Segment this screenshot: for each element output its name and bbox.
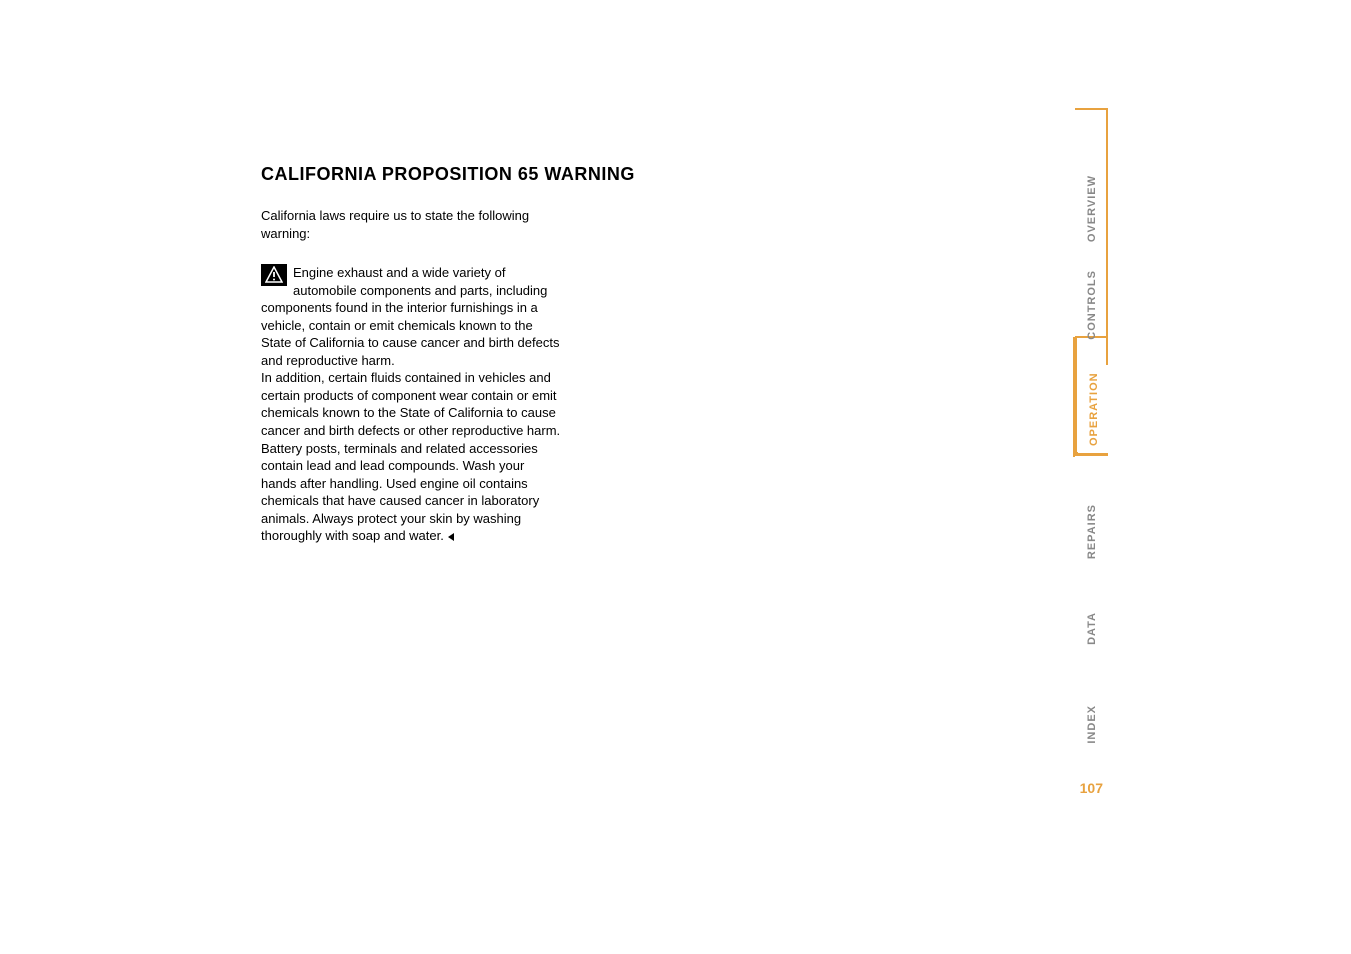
page-number: 107: [1080, 780, 1103, 796]
intro-text: California laws require us to state the …: [261, 207, 541, 242]
warning-block: Engine exhaust and a wide variety of aut…: [261, 264, 561, 545]
warning-text-1: Engine exhaust and a wide variety of aut…: [261, 265, 559, 368]
tab-repairs[interactable]: REPAIRS: [1086, 504, 1098, 559]
tab-controls[interactable]: CONTROLS: [1086, 270, 1098, 340]
tab-index[interactable]: INDEX: [1086, 705, 1098, 744]
warning-icon: [261, 264, 287, 286]
warning-text-3: Battery posts, terminals and related acc…: [261, 441, 539, 544]
tab-overview[interactable]: OVERVIEW: [1086, 175, 1098, 242]
page-heading: CALIFORNIA PROPOSITION 65 WARNING: [261, 164, 701, 185]
tab-data[interactable]: DATA: [1086, 612, 1098, 645]
tab-operation[interactable]: OPERATION: [1078, 365, 1110, 453]
end-marker-icon: [446, 527, 456, 545]
content-area: CALIFORNIA PROPOSITION 65 WARNING Califo…: [261, 164, 701, 545]
warning-text-2: In addition, certain fluids contained in…: [261, 370, 560, 438]
